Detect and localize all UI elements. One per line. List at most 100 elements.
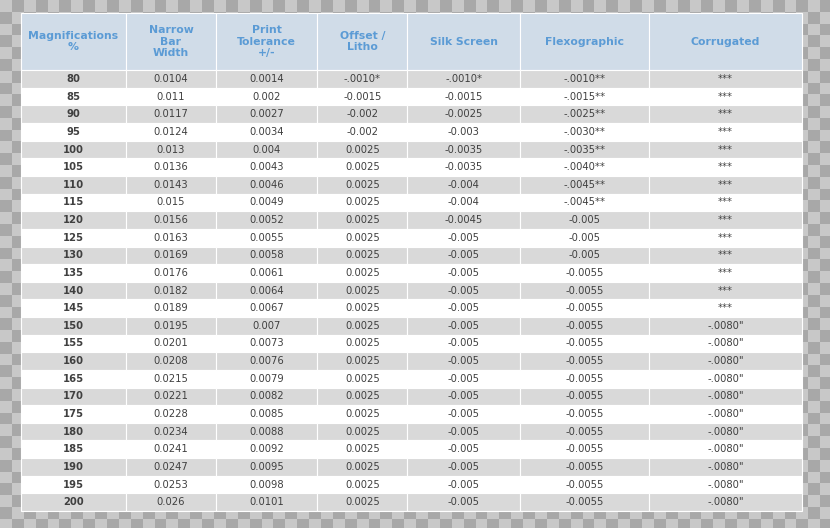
Bar	[250, 507, 261, 518]
Bar	[12, 283, 24, 295]
Bar	[594, 153, 606, 165]
Bar	[404, 342, 416, 354]
Bar	[357, 165, 369, 177]
Bar	[476, 82, 487, 95]
Text: -.0080": -.0080"	[707, 444, 744, 454]
Bar	[71, 413, 83, 425]
Bar	[333, 307, 344, 318]
Bar	[808, 47, 820, 59]
Bar	[428, 188, 440, 201]
Bar	[178, 413, 190, 425]
Bar	[523, 24, 535, 35]
Bar	[333, 224, 344, 236]
Bar	[500, 106, 511, 118]
Bar	[286, 130, 297, 142]
Bar	[761, 354, 773, 365]
Bar	[773, 95, 784, 106]
Bar	[83, 436, 95, 448]
Bar	[369, 236, 380, 248]
Bar	[0, 472, 12, 484]
Bar	[428, 106, 440, 118]
Bar	[143, 425, 154, 436]
Bar	[12, 413, 24, 425]
Bar	[594, 295, 606, 307]
Bar	[773, 330, 784, 342]
Bar	[808, 35, 820, 47]
Bar	[654, 165, 666, 177]
Bar	[487, 365, 500, 378]
Bar	[393, 354, 404, 365]
Text: Print
Tolerance
+/-: Print Tolerance +/-	[237, 25, 296, 58]
Bar	[190, 35, 202, 47]
Bar	[797, 295, 808, 307]
Bar	[131, 165, 143, 177]
Bar	[428, 224, 440, 236]
Bar	[167, 365, 178, 378]
Bar	[737, 224, 749, 236]
Bar	[654, 236, 666, 248]
Bar	[618, 484, 630, 495]
Bar	[618, 507, 630, 518]
Bar	[642, 165, 654, 177]
Bar	[749, 413, 761, 425]
Bar	[725, 248, 737, 259]
Bar	[820, 71, 830, 82]
Bar	[520, 106, 649, 123]
Bar	[440, 35, 452, 47]
Bar	[321, 177, 333, 188]
Bar	[594, 165, 606, 177]
Bar	[0, 47, 12, 59]
Bar	[214, 59, 226, 71]
Bar	[784, 59, 797, 71]
Bar	[321, 95, 333, 106]
Bar	[214, 378, 226, 389]
Bar	[24, 177, 36, 188]
Bar	[713, 224, 725, 236]
Bar	[309, 354, 321, 365]
Bar	[570, 177, 583, 188]
Text: -0.005: -0.005	[569, 233, 601, 243]
Bar	[24, 71, 36, 82]
Bar	[344, 95, 357, 106]
Bar	[797, 71, 808, 82]
Bar	[317, 158, 408, 176]
Bar	[452, 165, 464, 177]
Bar	[690, 188, 701, 201]
Bar	[0, 425, 12, 436]
Bar	[649, 13, 802, 70]
Bar	[95, 165, 107, 177]
Bar	[511, 318, 523, 330]
Text: -.0015**: -.0015**	[564, 92, 606, 102]
Bar	[178, 330, 190, 342]
Bar	[190, 413, 202, 425]
Bar	[71, 153, 83, 165]
Bar	[119, 401, 131, 413]
Bar	[725, 236, 737, 248]
Bar	[321, 0, 333, 12]
Bar	[12, 378, 24, 389]
Bar	[630, 106, 642, 118]
Bar	[511, 389, 523, 401]
Bar	[47, 401, 60, 413]
Bar	[511, 212, 523, 224]
Bar	[677, 378, 690, 389]
Bar	[523, 118, 535, 130]
Bar	[380, 153, 393, 165]
Bar	[261, 378, 273, 389]
Bar	[642, 365, 654, 378]
Bar	[583, 153, 594, 165]
Bar	[535, 518, 547, 528]
Bar	[369, 106, 380, 118]
Bar	[47, 330, 60, 342]
Bar	[214, 177, 226, 188]
Bar	[666, 0, 677, 12]
Bar	[154, 130, 167, 142]
Bar	[820, 188, 830, 201]
Bar	[393, 259, 404, 271]
Bar	[606, 118, 618, 130]
Bar	[630, 24, 642, 35]
Bar	[143, 389, 154, 401]
Bar	[143, 106, 154, 118]
Bar	[380, 495, 393, 507]
Bar	[737, 82, 749, 95]
